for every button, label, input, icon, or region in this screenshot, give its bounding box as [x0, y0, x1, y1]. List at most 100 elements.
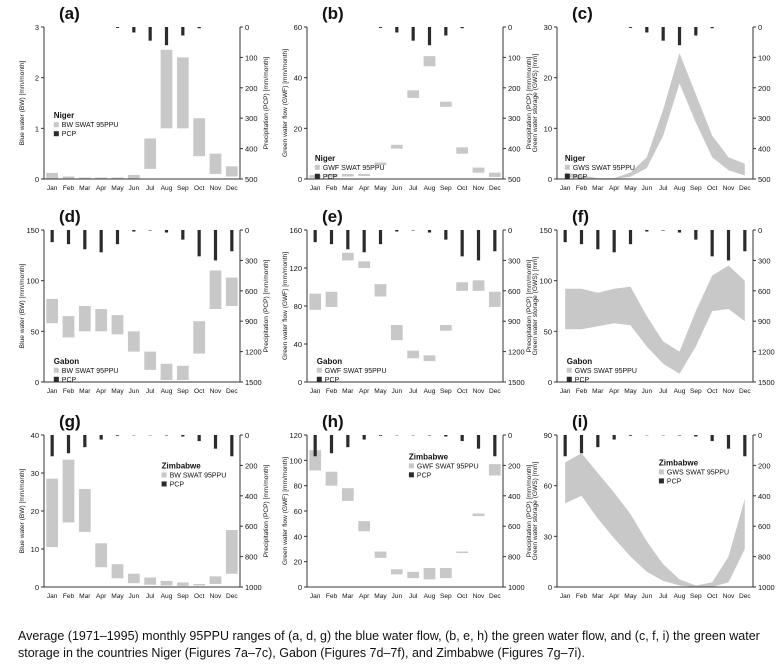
pcp-bar-jan: [563, 230, 567, 243]
pcp-bar-oct: [460, 27, 464, 29]
y-tick-label: 100: [26, 277, 39, 286]
ppu-bar-may: [111, 177, 124, 179]
y2-tick-label: 600: [508, 287, 521, 296]
country-label: Gabon: [567, 357, 592, 366]
y-tick-label: 40: [294, 74, 302, 83]
pcp-bar-jan: [313, 435, 317, 457]
x-tick-label: Jan: [47, 388, 58, 395]
pcp-bar-feb: [329, 230, 334, 245]
y-tick-label: 0: [35, 378, 39, 387]
ppu-bar-jan: [46, 298, 59, 324]
x-tick-label: Jun: [642, 593, 653, 600]
y-tick-label: 40: [294, 340, 302, 349]
ppu-bar-apr: [358, 261, 371, 268]
ppu-bar-may: [374, 551, 387, 558]
figure-caption: Average (1971–1995) monthly 95PPU ranges…: [18, 629, 760, 660]
y2-tick-label: 200: [508, 461, 521, 470]
panel-label: (i): [572, 412, 588, 431]
x-tick-label: Aug: [674, 388, 686, 395]
x-tick-label: Mar: [592, 185, 604, 192]
y2-axis-title: Precipitation (PCP) [mm/month]: [263, 259, 270, 352]
y2-tick-label: 900: [508, 317, 521, 326]
ppu-band-area: [565, 53, 745, 179]
x-tick-label: Nov: [210, 593, 222, 600]
x-tick-label: May: [624, 593, 637, 600]
y-axis-title: Green water flow (GWF) [mm/month]: [282, 252, 289, 360]
y-tick-label: 120: [289, 431, 302, 440]
y2-axis-title: Precipitation (PCP) [mm/month]: [526, 464, 533, 557]
x-tick-label: Feb: [326, 388, 338, 395]
ppu-bar-jul: [144, 351, 157, 370]
panel-label: (g): [59, 412, 81, 431]
pcp-bar-jun: [645, 230, 649, 232]
ppu-bar-mar: [78, 177, 91, 179]
x-tick-label: Jun: [129, 185, 140, 192]
panel-label: (d): [59, 207, 81, 226]
legend-pcp-label: PCP: [573, 174, 588, 181]
pcp-bar-may: [378, 230, 383, 245]
x-tick-label: Mar: [79, 593, 91, 600]
ppu-bar-apr: [95, 309, 108, 332]
ppu-bar-apr: [358, 173, 371, 176]
x-tick-label: Dec: [739, 593, 751, 600]
pcp-bar-sep: [181, 435, 185, 437]
x-tick-label: Aug: [161, 185, 173, 192]
x-tick-label: Aug: [161, 388, 173, 395]
panel-label: (h): [322, 412, 344, 431]
ppu-bar-oct: [193, 118, 206, 157]
y-tick-label: 0: [35, 583, 39, 592]
x-tick-label: Sep: [690, 388, 702, 395]
pcp-bar-nov: [726, 435, 731, 449]
ppu-bar-jun: [390, 144, 403, 149]
pcp-bar-oct: [460, 435, 464, 442]
x-tick-label: May: [374, 185, 387, 192]
legend-pcp-swatch: [564, 173, 570, 179]
ppu-bar-sep: [439, 568, 452, 579]
legend-band-label: GWS SWAT 95PPU: [575, 368, 637, 375]
legend-band-swatch: [564, 164, 570, 170]
pcp-bar-aug: [164, 27, 169, 46]
ppu-bar-dec: [488, 172, 501, 177]
ppu-bar-may: [111, 315, 124, 335]
panel-label: (f): [572, 207, 589, 226]
legend-pcp-swatch: [53, 131, 59, 137]
y-tick-label: 3: [35, 23, 39, 32]
y2-tick-label: 0: [508, 431, 512, 440]
ppu-bar-jul: [407, 571, 420, 579]
x-tick-label: Jul: [659, 185, 668, 192]
ppu-band-area: [565, 265, 745, 374]
pcp-bar-dec: [743, 230, 747, 252]
y-tick-label: 0: [298, 583, 302, 592]
pcp-bar-apr: [362, 230, 366, 253]
y2-axis-title: Precipitation (PCP) [mm/month]: [526, 56, 533, 149]
x-tick-label: Nov: [723, 593, 735, 600]
pcp-bar-sep: [444, 435, 448, 437]
y2-tick-label: 600: [508, 522, 521, 531]
pcp-bar-jul: [661, 27, 665, 41]
y-tick-label: 160: [289, 226, 302, 235]
panel-label: (a): [59, 4, 80, 23]
y2-tick-label: 400: [758, 492, 771, 501]
ppu-bar-jul: [144, 138, 157, 169]
panel-label: (e): [322, 207, 343, 226]
ppu-bar-jan: [46, 478, 59, 548]
legend-band-label: GWF SWAT 95PPU: [323, 165, 385, 172]
y2-tick-label: 100: [758, 53, 771, 62]
x-tick-label: Aug: [161, 593, 173, 600]
legend-band-swatch: [53, 122, 59, 128]
y2-tick-label: 0: [758, 23, 762, 32]
y-tick-label: 100: [289, 456, 302, 465]
pcp-bar-feb: [66, 435, 71, 454]
legend-band-swatch: [53, 367, 59, 373]
ppu-bar-jun: [127, 331, 140, 352]
chart-panel-i: (i) 0 30 60 90 0 200 400 600 800 1000 Jan Feb Mar Apr M…: [532, 412, 775, 600]
x-tick-label: Apr: [359, 388, 370, 395]
x-tick-label: Aug: [674, 185, 686, 192]
ppu-bar-feb: [325, 173, 338, 177]
pcp-bar-feb: [66, 230, 71, 245]
x-tick-label: Mar: [79, 388, 91, 395]
x-tick-label: Mar: [592, 593, 604, 600]
chart-panel-e: (e) 0 40 80 120 160 0 300 600 900 1200 1500 Jan Feb Ma…: [282, 207, 533, 395]
legend-pcp-label: PCP: [575, 377, 590, 384]
x-tick-label: Feb: [576, 388, 588, 395]
